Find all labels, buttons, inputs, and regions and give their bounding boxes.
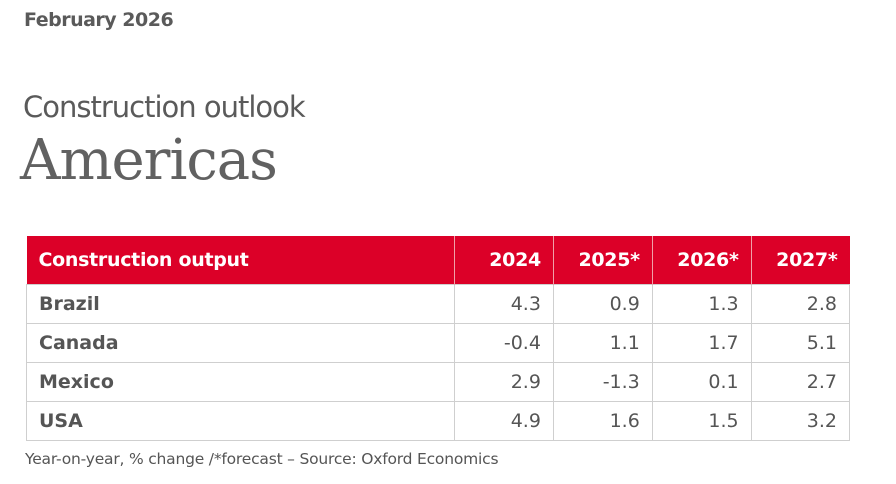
value-cell: -0.4: [454, 323, 554, 363]
value-cell: 2.7: [750, 362, 851, 402]
value-cell: 1.1: [552, 323, 653, 363]
column-header: 2027*: [750, 236, 850, 285]
value-cell: 0.1: [651, 362, 752, 402]
table-row: Canada -0.4 1.1 1.7 5.1: [25, 323, 851, 363]
source-note: Year-on-year, % change /*forecast – Sour…: [25, 450, 499, 468]
page-subtitle: Construction outlook: [23, 90, 306, 124]
value-cell: 1.3: [651, 284, 752, 324]
country-cell: USA: [25, 401, 456, 441]
report-date: February 2026: [24, 9, 174, 31]
value-cell: 0.9: [552, 284, 653, 324]
value-cell: 2.8: [750, 284, 851, 324]
table-row: Mexico 2.9 -1.3 0.1 2.7: [25, 362, 851, 402]
value-cell: 1.5: [651, 401, 752, 441]
table-row: USA 4.9 1.6 1.5 3.2: [25, 401, 851, 441]
value-cell: 4.3: [454, 284, 554, 324]
table-header-row: Construction output 2024 2025* 2026* 202…: [26, 236, 850, 285]
construction-output-table: Construction output 2024 2025* 2026* 202…: [25, 236, 851, 441]
value-cell: 5.1: [750, 323, 851, 363]
value-cell: 1.6: [552, 401, 653, 441]
table-row: Brazil 4.3 0.9 1.3 2.8: [25, 284, 851, 324]
value-cell: 4.9: [454, 401, 554, 441]
value-cell: 2.9: [454, 362, 554, 402]
page-title: Americas: [20, 128, 278, 193]
country-cell: Brazil: [25, 284, 456, 324]
column-header: 2026*: [651, 236, 752, 285]
country-cell: Canada: [25, 323, 456, 363]
column-header: 2025*: [552, 236, 653, 285]
value-cell: 3.2: [750, 401, 851, 441]
column-header: 2024: [454, 236, 554, 285]
column-header: Construction output: [26, 236, 455, 285]
country-cell: Mexico: [25, 362, 456, 402]
value-cell: -1.3: [552, 362, 653, 402]
value-cell: 1.7: [651, 323, 752, 363]
